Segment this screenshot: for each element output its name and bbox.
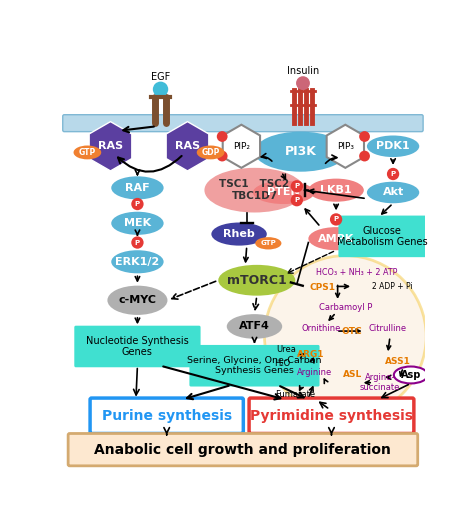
Text: PDK1: PDK1 bbox=[376, 141, 410, 151]
Text: H₂O: H₂O bbox=[274, 359, 290, 368]
Text: AMPK: AMPK bbox=[318, 234, 354, 244]
Text: Insulin: Insulin bbox=[287, 66, 319, 76]
Text: RAS: RAS bbox=[175, 141, 200, 151]
Ellipse shape bbox=[367, 181, 419, 203]
FancyBboxPatch shape bbox=[74, 326, 201, 367]
Text: GTP: GTP bbox=[79, 148, 96, 157]
Ellipse shape bbox=[108, 286, 167, 315]
Text: c-MYC: c-MYC bbox=[118, 295, 156, 305]
Text: CPS1: CPS1 bbox=[309, 284, 335, 292]
FancyBboxPatch shape bbox=[63, 115, 423, 132]
Ellipse shape bbox=[73, 146, 101, 159]
Text: Anabolic cell growth and proliferation: Anabolic cell growth and proliferation bbox=[94, 443, 392, 457]
Text: Argino-
succinate: Argino- succinate bbox=[360, 373, 400, 392]
FancyBboxPatch shape bbox=[190, 345, 319, 387]
Ellipse shape bbox=[227, 314, 282, 339]
Text: P: P bbox=[391, 171, 396, 177]
Polygon shape bbox=[223, 125, 260, 168]
Circle shape bbox=[296, 76, 310, 90]
Ellipse shape bbox=[309, 179, 364, 201]
Text: P: P bbox=[135, 201, 140, 207]
Text: mTORC1: mTORC1 bbox=[227, 274, 287, 287]
Text: Glucose
Metabolism Genes: Glucose Metabolism Genes bbox=[337, 226, 428, 247]
Ellipse shape bbox=[111, 212, 164, 235]
Text: P: P bbox=[334, 216, 338, 222]
FancyBboxPatch shape bbox=[249, 398, 414, 433]
Circle shape bbox=[291, 180, 303, 193]
Text: RAF: RAF bbox=[125, 183, 150, 193]
Circle shape bbox=[217, 131, 228, 142]
Text: Nucleotide Synthesis
Genes: Nucleotide Synthesis Genes bbox=[86, 336, 189, 357]
Text: PIP₂: PIP₂ bbox=[233, 142, 250, 151]
Text: ARG1: ARG1 bbox=[297, 350, 324, 359]
Circle shape bbox=[359, 150, 370, 161]
Ellipse shape bbox=[204, 168, 304, 213]
Text: ASL: ASL bbox=[343, 370, 363, 379]
Text: OTC: OTC bbox=[341, 327, 362, 336]
Text: Ornithine: Ornithine bbox=[301, 324, 340, 333]
FancyBboxPatch shape bbox=[68, 433, 418, 466]
Text: P: P bbox=[294, 184, 300, 189]
Text: Pyrimidine synthesis: Pyrimidine synthesis bbox=[250, 409, 413, 423]
Text: ATF4: ATF4 bbox=[239, 321, 270, 331]
Text: P: P bbox=[135, 239, 140, 246]
Circle shape bbox=[387, 168, 399, 180]
Ellipse shape bbox=[255, 237, 282, 249]
Text: PIP₃: PIP₃ bbox=[337, 142, 354, 151]
Ellipse shape bbox=[253, 181, 315, 204]
Text: TSC1   TSC2
TBC1D7: TSC1 TSC2 TBC1D7 bbox=[219, 179, 290, 201]
Text: Urea: Urea bbox=[276, 345, 296, 354]
Circle shape bbox=[264, 256, 426, 417]
Text: RAS: RAS bbox=[98, 141, 123, 151]
Text: ASS1: ASS1 bbox=[385, 357, 410, 367]
Ellipse shape bbox=[367, 136, 419, 157]
Text: LKB1: LKB1 bbox=[320, 185, 352, 195]
Text: Arginine: Arginine bbox=[297, 368, 332, 377]
Circle shape bbox=[291, 194, 303, 206]
Ellipse shape bbox=[309, 227, 364, 250]
Text: P: P bbox=[294, 197, 300, 203]
Ellipse shape bbox=[197, 146, 225, 159]
Text: Citrulline: Citrulline bbox=[369, 324, 407, 333]
Circle shape bbox=[131, 198, 144, 210]
Text: Rheb: Rheb bbox=[223, 229, 255, 239]
Text: PTEN: PTEN bbox=[267, 187, 300, 197]
Text: Akt: Akt bbox=[383, 187, 404, 197]
Ellipse shape bbox=[111, 176, 164, 199]
Circle shape bbox=[153, 82, 168, 97]
Text: Purine synthesis: Purine synthesis bbox=[101, 409, 232, 423]
Text: MEK: MEK bbox=[124, 218, 151, 228]
Text: GTP: GTP bbox=[260, 240, 276, 246]
Circle shape bbox=[359, 131, 370, 142]
Text: ERK1/2: ERK1/2 bbox=[115, 257, 160, 267]
FancyBboxPatch shape bbox=[338, 216, 426, 257]
Text: Carbamoyl P: Carbamoyl P bbox=[319, 304, 372, 312]
Text: EGF: EGF bbox=[151, 72, 170, 82]
Polygon shape bbox=[166, 122, 209, 171]
Circle shape bbox=[330, 213, 342, 226]
Ellipse shape bbox=[111, 250, 164, 274]
Circle shape bbox=[217, 150, 228, 161]
Text: Serine, Glycine, One-Carbon
Synthesis Genes: Serine, Glycine, One-Carbon Synthesis Ge… bbox=[187, 356, 322, 376]
Text: Asp: Asp bbox=[401, 370, 421, 380]
Circle shape bbox=[131, 236, 144, 249]
Text: 2 ADP + Pi: 2 ADP + Pi bbox=[372, 282, 413, 291]
Text: Fumarate: Fumarate bbox=[275, 390, 315, 399]
Text: PI3K: PI3K bbox=[285, 145, 317, 158]
Ellipse shape bbox=[219, 265, 295, 296]
Ellipse shape bbox=[211, 222, 267, 246]
FancyBboxPatch shape bbox=[90, 398, 243, 433]
Polygon shape bbox=[89, 122, 132, 171]
Text: HCO₃ + NH₃ + 2 ATP: HCO₃ + NH₃ + 2 ATP bbox=[316, 268, 398, 277]
Ellipse shape bbox=[255, 132, 347, 171]
Text: GDP: GDP bbox=[201, 148, 220, 157]
Ellipse shape bbox=[394, 367, 428, 383]
Polygon shape bbox=[327, 125, 364, 168]
